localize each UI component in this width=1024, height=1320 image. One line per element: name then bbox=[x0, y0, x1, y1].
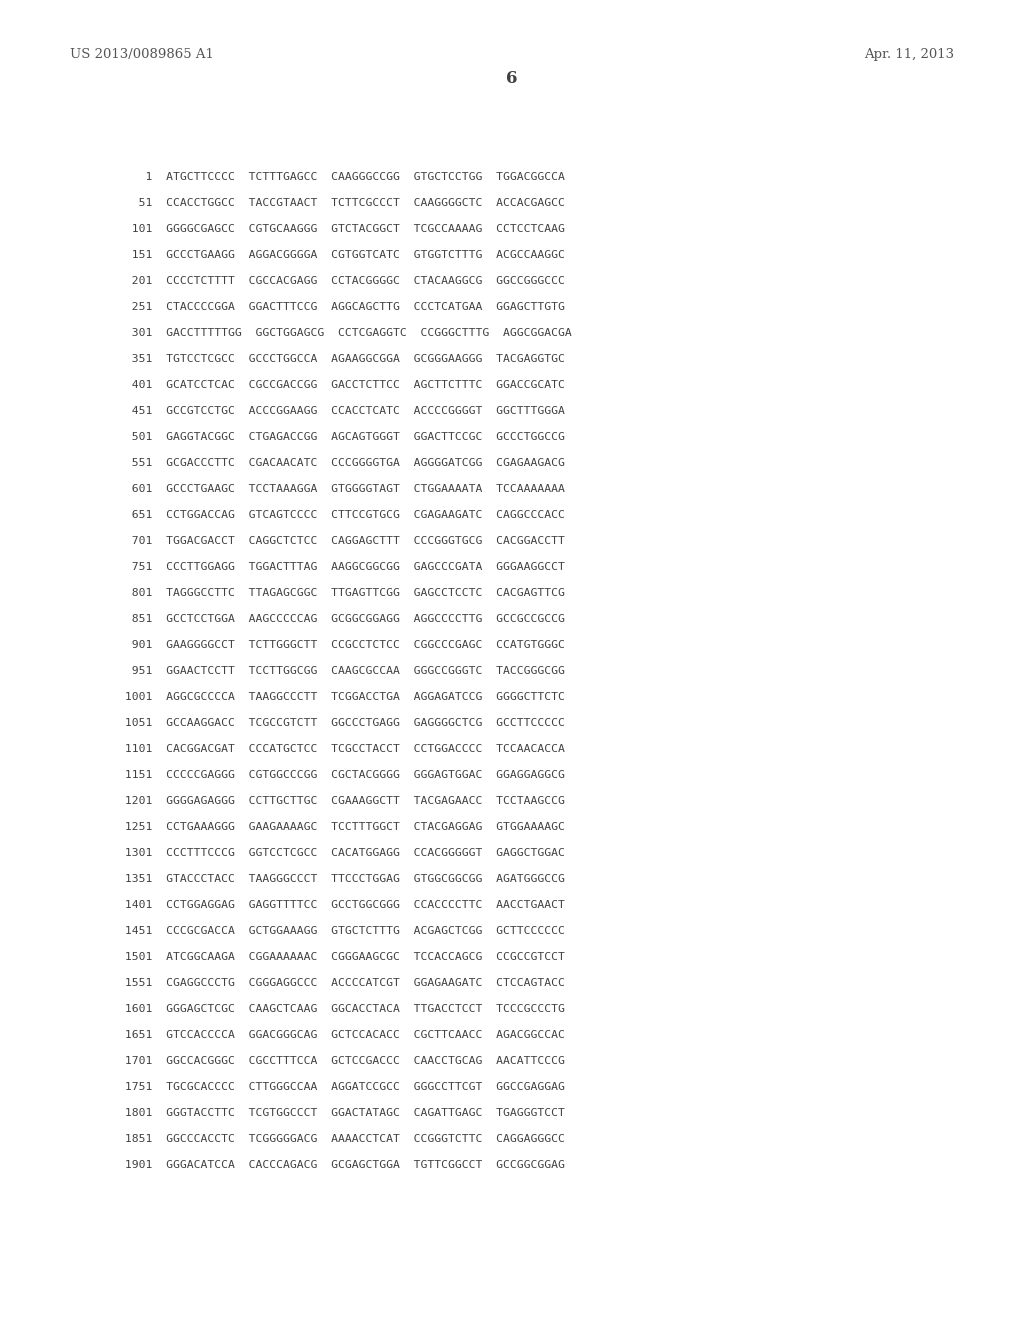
Text: 1151  CCCCCGAGGG  CGTGGCCCGG  CGCTACGGGG  GGGAGTGGAC  GGAGGAGGCG: 1151 CCCCCGAGGG CGTGGCCCGG CGCTACGGGG GG… bbox=[118, 770, 564, 780]
Text: 1051  GCCAAGGACC  TCGCCGTCTT  GGCCCTGAGG  GAGGGGCTCG  GCCTTCCCCC: 1051 GCCAAGGACC TCGCCGTCTT GGCCCTGAGG GA… bbox=[118, 718, 564, 727]
Text: 301  GACCTTTTTGG  GGCTGGAGCG  CCTCGAGGTC  CCGGGCTTTG  AGGCGGACGA: 301 GACCTTTTTGG GGCTGGAGCG CCTCGAGGTC CC… bbox=[118, 327, 571, 338]
Text: 151  GCCCTGAAGG  AGGACGGGGA  CGTGGTCATC  GTGGTCTTTG  ACGCCAAGGC: 151 GCCCTGAAGG AGGACGGGGA CGTGGTCATC GTG… bbox=[118, 249, 564, 260]
Text: 1751  TGCGCACCCC  CTTGGGCCAA  AGGATCCGCC  GGGCCTTCGT  GGCCGAGGAG: 1751 TGCGCACCCC CTTGGGCCAA AGGATCCGCC GG… bbox=[118, 1082, 564, 1092]
Text: 401  GCATCCTCAC  CGCCGACCGG  GACCTCTTCC  AGCTTCTTTC  GGACCGCATC: 401 GCATCCTCAC CGCCGACCGG GACCTCTTCC AGC… bbox=[118, 380, 564, 389]
Text: 751  CCCTTGGAGG  TGGACTTTAG  AAGGCGGCGG  GAGCCCGATA  GGGAAGGCCT: 751 CCCTTGGAGG TGGACTTTAG AAGGCGGCGG GAG… bbox=[118, 562, 564, 572]
Text: 1301  CCCTTTCCCG  GGTCCTCGCC  CACATGGAGG  CCACGGGGGT  GAGGCTGGAC: 1301 CCCTTTCCCG GGTCCTCGCC CACATGGAGG CC… bbox=[118, 847, 564, 858]
Text: 1651  GTCCACCCCA  GGACGGGCAG  GCTCCACACC  CGCTTCAACC  AGACGGCCAC: 1651 GTCCACCCCA GGACGGGCAG GCTCCACACC CG… bbox=[118, 1030, 564, 1040]
Text: 101  GGGGCGAGCC  CGTGCAAGGG  GTCTACGGCT  TCGCCAAAAG  CCTCCTCAAG: 101 GGGGCGAGCC CGTGCAAGGG GTCTACGGCT TCG… bbox=[118, 223, 564, 234]
Text: 1701  GGCCACGGGC  CGCCTTTCCA  GCTCCGACCC  CAACCTGCAG  AACATTCCCG: 1701 GGCCACGGGC CGCCTTTCCA GCTCCGACCC CA… bbox=[118, 1056, 564, 1065]
Text: 1901  GGGACATCCA  CACCCAGACG  GCGAGCTGGA  TGTTCGGCCT  GCCGGCGGAG: 1901 GGGACATCCA CACCCAGACG GCGAGCTGGA TG… bbox=[118, 1160, 564, 1170]
Text: 851  GCCTCCTGGA  AAGCCCCCAG  GCGGCGGAGG  AGGCCCCTTG  GCCGCCGCCG: 851 GCCTCCTGGA AAGCCCCCAG GCGGCGGAGG AGG… bbox=[118, 614, 564, 623]
Text: 1  ATGCTTCCCC  TCTTTGAGCC  CAAGGGCCGG  GTGCTCCTGG  TGGACGGCCA: 1 ATGCTTCCCC TCTTTGAGCC CAAGGGCCGG GTGCT… bbox=[118, 172, 564, 182]
Text: US 2013/0089865 A1: US 2013/0089865 A1 bbox=[70, 48, 214, 61]
Text: 1801  GGGTACCTTC  TCGTGGCCCT  GGACTATAGC  CAGATTGAGC  TGAGGGTCCT: 1801 GGGTACCTTC TCGTGGCCCT GGACTATAGC CA… bbox=[118, 1107, 564, 1118]
Text: 901  GAAGGGGCCT  TCTTGGGCTT  CCGCCTCTCC  CGGCCCGAGC  CCATGTGGGC: 901 GAAGGGGCCT TCTTGGGCTT CCGCCTCTCC CGG… bbox=[118, 640, 564, 649]
Text: 1401  CCTGGAGGAG  GAGGTTTTCC  GCCTGGCGGG  CCACCCCTTC  AACCTGAACT: 1401 CCTGGAGGAG GAGGTTTTCC GCCTGGCGGG CC… bbox=[118, 900, 564, 909]
Text: 1501  ATCGGCAAGA  CGGAAAAAAC  CGGGAAGCGC  TCCACCAGCG  CCGCCGTCCT: 1501 ATCGGCAAGA CGGAAAAAAC CGGGAAGCGC TC… bbox=[118, 952, 564, 962]
Text: 351  TGTCCTCGCC  GCCCTGGCCA  AGAAGGCGGA  GCGGGAAGGG  TACGAGGTGC: 351 TGTCCTCGCC GCCCTGGCCA AGAAGGCGGA GCG… bbox=[118, 354, 564, 363]
Text: 1551  CGAGGCCCTG  CGGGAGGCCC  ACCCCATCGT  GGAGAAGATC  CTCCAGTACC: 1551 CGAGGCCCTG CGGGAGGCCC ACCCCATCGT GG… bbox=[118, 978, 564, 987]
Text: 551  GCGACCCTTC  CGACAACATC  CCCGGGGTGA  AGGGGATCGG  CGAGAAGACG: 551 GCGACCCTTC CGACAACATC CCCGGGGTGA AGG… bbox=[118, 458, 564, 467]
Text: 651  CCTGGACCAG  GTCAGTCCCC  CTTCCGTGCG  CGAGAAGATC  CAGGCCCACC: 651 CCTGGACCAG GTCAGTCCCC CTTCCGTGCG CGA… bbox=[118, 510, 564, 520]
Text: 1251  CCTGAAAGGG  GAAGAAAAGC  TCCTTTGGCT  CTACGAGGAG  GTGGAAAAGC: 1251 CCTGAAAGGG GAAGAAAAGC TCCTTTGGCT CT… bbox=[118, 821, 564, 832]
Text: 801  TAGGGCCTTC  TTAGAGCGGC  TTGAGTTCGG  GAGCCTCCTC  CACGAGTTCG: 801 TAGGGCCTTC TTAGAGCGGC TTGAGTTCGG GAG… bbox=[118, 587, 564, 598]
Text: 1451  CCCGCGACCA  GCTGGAAAGG  GTGCTCTTTG  ACGAGCTCGG  GCTTCCCCCC: 1451 CCCGCGACCA GCTGGAAAGG GTGCTCTTTG AC… bbox=[118, 925, 564, 936]
Text: 1001  AGGCGCCCCA  TAAGGCCCTT  TCGGACCTGA  AGGAGATCCG  GGGGCTTCTC: 1001 AGGCGCCCCA TAAGGCCCTT TCGGACCTGA AG… bbox=[118, 692, 564, 702]
Text: 701  TGGACGACCT  CAGGCTCTCC  CAGGAGCTTT  CCCGGGTGCG  CACGGACCTT: 701 TGGACGACCT CAGGCTCTCC CAGGAGCTTT CCC… bbox=[118, 536, 564, 545]
Text: 1201  GGGGAGAGGG  CCTTGCTTGC  CGAAAGGCTT  TACGAGAACC  TCCTAAGCCG: 1201 GGGGAGAGGG CCTTGCTTGC CGAAAGGCTT TA… bbox=[118, 796, 564, 805]
Text: 1101  CACGGACGAT  CCCATGCTCC  TCGCCTACCT  CCTGGACCCC  TCCAACACCA: 1101 CACGGACGAT CCCATGCTCC TCGCCTACCT CC… bbox=[118, 743, 564, 754]
Text: 451  GCCGTCCTGC  ACCCGGAAGG  CCACCTCATC  ACCCCGGGGT  GGCTTTGGGA: 451 GCCGTCCTGC ACCCGGAAGG CCACCTCATC ACC… bbox=[118, 405, 564, 416]
Text: 6: 6 bbox=[506, 70, 518, 87]
Text: 1601  GGGAGCTCGC  CAAGCTCAAG  GGCACCTACA  TTGACCTCCT  TCCCGCCCTG: 1601 GGGAGCTCGC CAAGCTCAAG GGCACCTACA TT… bbox=[118, 1003, 564, 1014]
Text: 951  GGAACTCCTT  TCCTTGGCGG  CAAGCGCCAA  GGGCCGGGTC  TACCGGGCGG: 951 GGAACTCCTT TCCTTGGCGG CAAGCGCCAA GGG… bbox=[118, 665, 564, 676]
Text: 201  CCCCTCTTTT  CGCCACGAGG  CCTACGGGGC  CTACAAGGCG  GGCCGGGCCC: 201 CCCCTCTTTT CGCCACGAGG CCTACGGGGC CTA… bbox=[118, 276, 564, 285]
Text: 501  GAGGTACGGC  CTGAGACCGG  AGCAGTGGGT  GGACTTCCGC  GCCCTGGCCG: 501 GAGGTACGGC CTGAGACCGG AGCAGTGGGT GGA… bbox=[118, 432, 564, 442]
Text: 251  CTACCCCGGA  GGACTTTCCG  AGGCAGCTTG  CCCTCATGAA  GGAGCTTGTG: 251 CTACCCCGGA GGACTTTCCG AGGCAGCTTG CCC… bbox=[118, 302, 564, 312]
Text: 51  CCACCTGGCC  TACCGTAACT  TCTTCGCCCT  CAAGGGGCTC  ACCACGAGCC: 51 CCACCTGGCC TACCGTAACT TCTTCGCCCT CAAG… bbox=[118, 198, 564, 207]
Text: 601  GCCCTGAAGC  TCCTAAAGGA  GTGGGGTAGT  CTGGAAAATA  TCCAAAAAAA: 601 GCCCTGAAGC TCCTAAAGGA GTGGGGTAGT CTG… bbox=[118, 483, 564, 494]
Text: Apr. 11, 2013: Apr. 11, 2013 bbox=[864, 48, 954, 61]
Text: 1351  GTACCCTACC  TAAGGGCCCT  TTCCCTGGAG  GTGGCGGCGG  AGATGGGCCG: 1351 GTACCCTACC TAAGGGCCCT TTCCCTGGAG GT… bbox=[118, 874, 564, 883]
Text: 1851  GGCCCACCTC  TCGGGGGACG  AAAACCTCAT  CCGGGTCTTC  CAGGAGGGCC: 1851 GGCCCACCTC TCGGGGGACG AAAACCTCAT CC… bbox=[118, 1134, 564, 1143]
